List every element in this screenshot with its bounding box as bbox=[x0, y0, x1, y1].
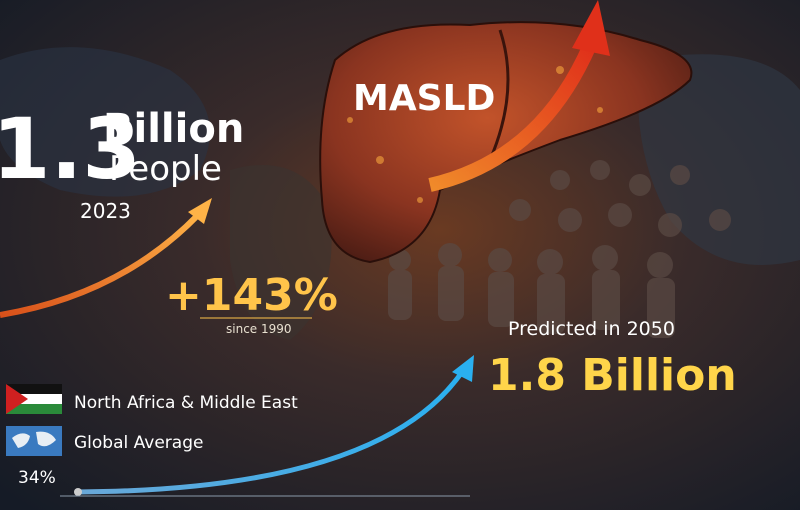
liver-illustration bbox=[319, 21, 693, 264]
map-shape bbox=[0, 47, 210, 197]
map-shape bbox=[638, 54, 800, 266]
legend-label: Global Average bbox=[74, 433, 203, 453]
growth-change: +143% bbox=[165, 270, 338, 321]
legend-globe bbox=[6, 426, 62, 456]
prediction-value: 1.8 Billion bbox=[488, 350, 737, 401]
trend-arrow bbox=[0, 212, 201, 318]
headline-year: 2023 bbox=[80, 199, 131, 223]
liver-lobe-line bbox=[488, 29, 510, 161]
arrow-head bbox=[452, 355, 474, 382]
growth-since: since 1990 bbox=[226, 322, 292, 336]
trend-arrow bbox=[77, 370, 465, 495]
headline-value: 1.3 bbox=[0, 100, 141, 198]
crowd bbox=[388, 160, 731, 338]
disease-name: MASLD bbox=[353, 78, 495, 119]
arrow-start bbox=[74, 488, 82, 496]
headline-unit: Billion bbox=[103, 106, 244, 152]
arrow-head bbox=[572, 0, 610, 56]
legend-label: North Africa & Middle East bbox=[74, 393, 298, 413]
map-shape bbox=[230, 165, 332, 340]
arrow-head bbox=[188, 198, 212, 224]
trend-arrow bbox=[428, 42, 597, 192]
footnote-value: 34% bbox=[18, 468, 56, 488]
headline-noun: People bbox=[109, 149, 222, 189]
legend-flag bbox=[6, 384, 62, 414]
prediction-label: Predicted in 2050 bbox=[508, 318, 675, 340]
